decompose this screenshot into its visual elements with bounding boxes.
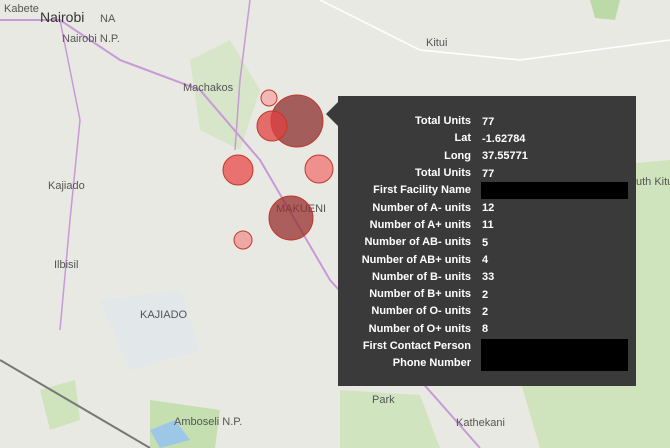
tooltip-label: First Contact Person Phone Number [362, 339, 471, 369]
tooltip-value: 77 [482, 115, 495, 128]
tooltip-row: Number of AB+ units 4 [338, 251, 636, 268]
place-label: Kabete [4, 3, 39, 15]
tooltip-label: Number of B+ units [369, 288, 471, 301]
tooltip-value: 8 [482, 323, 489, 336]
tooltip-value: 2 [482, 288, 489, 301]
tooltip-row: Number of A- units 12 [338, 199, 636, 216]
place-label: Kitui [426, 37, 447, 49]
tooltip-label: First Facility Name [373, 184, 471, 197]
bubble[interactable] [222, 154, 254, 186]
tooltip-label: Number of AB- units [364, 236, 471, 249]
tooltip-label: Number of AB+ units [361, 253, 471, 266]
tooltip: Total Units 77 Lat -1.62784 Long 37.55771 Tota… [326, 96, 636, 386]
place-label: uth Kitu Res [636, 176, 670, 188]
tooltip-value: -1.62784 [482, 132, 526, 145]
redacted-box [481, 182, 628, 200]
tooltip-value: 5 [482, 236, 489, 249]
tooltip-row: Lat -1.62784 [338, 130, 636, 147]
tooltip-row: Total Units 77 [338, 113, 636, 130]
tooltip-row: Number of O- units 2 [338, 303, 636, 320]
bubble[interactable] [233, 230, 253, 250]
tooltip-label: Long [444, 149, 471, 162]
tooltip-value: 77 [482, 167, 495, 180]
tooltip-label: Lat [454, 132, 472, 145]
bubble[interactable] [268, 195, 314, 241]
tooltip-value: 37.55771 [482, 150, 528, 163]
tooltip-value: 4 [482, 254, 489, 267]
tooltip-label: Total Units [414, 167, 471, 180]
bubble[interactable] [304, 154, 334, 184]
place-label: NA [100, 13, 116, 25]
bubbles[interactable] [222, 89, 334, 250]
tooltip-label: Number of A- units [372, 201, 471, 214]
redacted-box [481, 338, 628, 371]
tooltip-value: 2 [482, 305, 489, 318]
place-label: Ilbisil [54, 259, 78, 271]
tooltip-row: Number of O+ units 8 [338, 321, 636, 338]
tooltip-row: Number of A+ units 11 [338, 217, 636, 234]
place-label: Kathekani [456, 417, 505, 429]
place-label: Nairobi N.P. [62, 33, 120, 45]
place-label: Kajiado [48, 180, 85, 192]
place-label: Amboseli N.P. [174, 416, 242, 428]
bubble[interactable] [256, 110, 288, 142]
tooltip-row: Number of B- units 33 [338, 269, 636, 286]
tooltip-row: First Facility Name [338, 182, 636, 200]
place-label: Park [372, 394, 395, 406]
place-label: KAJIADO [140, 309, 188, 321]
tooltip-label: Number of O- units [371, 305, 471, 318]
tooltip-label: Number of A+ units [369, 218, 471, 231]
tooltip-label: Number of B- units [372, 270, 471, 283]
place-label: Machakos [183, 82, 234, 94]
tooltip-label: Total Units [414, 115, 471, 128]
tooltip-label: Number of O+ units [368, 322, 471, 335]
tooltip-value: 12 [482, 202, 495, 215]
tooltip-row: Long 37.55771 [338, 148, 636, 165]
tooltip-row: Number of B+ units 2 [338, 286, 636, 303]
tooltip-row: Number of AB- units 5 [338, 234, 636, 251]
tooltip-row: Total Units 77 [338, 165, 636, 182]
tooltip-value: 33 [482, 271, 495, 284]
bubble[interactable] [260, 89, 278, 107]
tooltip-row: First Contact Person Phone Number [338, 338, 636, 372]
place-label: Nairobi [40, 9, 84, 25]
tooltip-value: 11 [482, 219, 494, 232]
